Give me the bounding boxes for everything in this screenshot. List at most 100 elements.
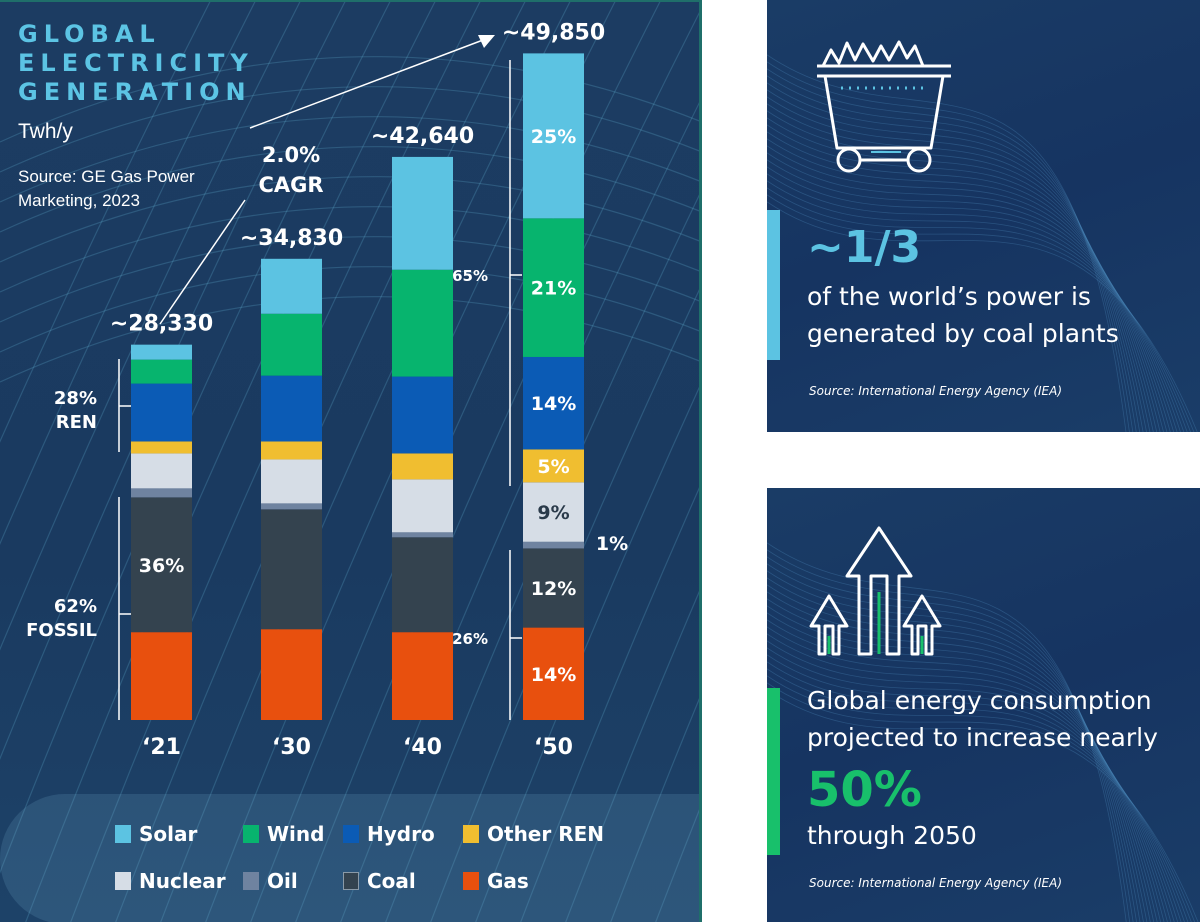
background-mesh bbox=[767, 54, 1198, 432]
x-tick-label: ‘30 bbox=[272, 735, 311, 760]
mesh-line bbox=[767, 577, 1144, 922]
bar-total-label: ~28,330 bbox=[110, 312, 213, 337]
x-tick-label: ‘21 bbox=[142, 735, 181, 760]
legend-item-coal: Coal bbox=[343, 869, 416, 893]
coal-stat-card: ~1/3 of the world’s power is generated b… bbox=[767, 0, 1200, 432]
bar-segment-gas bbox=[261, 629, 322, 720]
bar-segment-coal bbox=[523, 548, 584, 628]
bar-total-label: ~49,850 bbox=[502, 20, 605, 45]
segment-label: 36% bbox=[139, 555, 184, 577]
mesh-line bbox=[767, 159, 1178, 432]
legend-label: Solar bbox=[139, 822, 198, 846]
mesh-line bbox=[767, 668, 1189, 922]
growth-source: Source: International Energy Agency (IEA… bbox=[809, 876, 1063, 890]
stacked-bar-chart: ~28,330 ‘21 ~34,830 ‘30 ~42,640 ‘40 ~49,850 ‘50… bbox=[26, 20, 628, 760]
mesh-line bbox=[0, 146, 699, 233]
bar-segment-coal bbox=[392, 537, 453, 633]
bar-segment-wind bbox=[261, 313, 322, 376]
mesh-line bbox=[160, 2, 571, 922]
mesh-line bbox=[767, 675, 1192, 922]
legend-label: Gas bbox=[487, 869, 529, 893]
mesh-line bbox=[767, 187, 1191, 432]
mesh-line bbox=[767, 556, 1134, 922]
title-line: GLOBAL bbox=[18, 20, 161, 48]
mesh-line bbox=[0, 2, 346, 761]
bar-segment-wind bbox=[523, 218, 584, 357]
mesh-line bbox=[767, 549, 1131, 922]
mesh-line bbox=[767, 110, 1154, 432]
bar-segment-other-ren bbox=[261, 441, 322, 460]
bar-segment-other-ren bbox=[523, 449, 584, 483]
growth-stat: 50% bbox=[807, 762, 922, 818]
cagr-arrowhead-icon bbox=[478, 35, 495, 48]
mesh-line bbox=[767, 689, 1199, 922]
segment-label: 9% bbox=[537, 502, 569, 524]
accent-bar bbox=[767, 210, 780, 360]
coal-stat: ~1/3 bbox=[807, 222, 922, 273]
legend-item-oil: Oil bbox=[243, 869, 298, 893]
bar-segment-nuclear bbox=[261, 459, 322, 504]
bar-segment-nuclear bbox=[392, 479, 453, 533]
bar-segment-hydro bbox=[261, 375, 322, 442]
legend-swatch bbox=[463, 872, 479, 890]
legend-label: Other REN bbox=[487, 822, 604, 846]
bar-segment-wind bbox=[131, 359, 192, 384]
legend-swatch bbox=[115, 825, 131, 843]
coal-source: Source: International Energy Agency (IEA… bbox=[809, 384, 1063, 398]
bar-segment-gas bbox=[523, 627, 584, 720]
mesh-line bbox=[0, 86, 699, 173]
bar-segment-hydro bbox=[131, 383, 192, 442]
bar-segment-gas bbox=[131, 632, 192, 720]
mesh-line bbox=[767, 640, 1175, 922]
bar-segment-nuclear bbox=[523, 482, 584, 542]
cagr-label: CAGR bbox=[258, 173, 323, 197]
bar-segment-hydro bbox=[392, 376, 453, 454]
legend-swatch bbox=[243, 872, 259, 890]
mesh-line bbox=[767, 591, 1151, 922]
background-mesh bbox=[0, 2, 702, 922]
cagr-arrow-line bbox=[159, 199, 246, 325]
mesh-line bbox=[767, 54, 1127, 432]
mesh-line bbox=[475, 386, 699, 922]
mesh-line bbox=[700, 2, 702, 922]
mesh-line bbox=[767, 180, 1188, 432]
mesh-line bbox=[767, 82, 1141, 432]
bar-segment-coal bbox=[131, 497, 192, 633]
mesh-line bbox=[767, 647, 1179, 922]
mesh-line bbox=[767, 570, 1141, 922]
mesh-line bbox=[565, 590, 699, 922]
x-tick-label: ‘40 bbox=[403, 735, 442, 760]
mesh-line bbox=[767, 89, 1144, 432]
bracket-pct: 28% bbox=[54, 388, 97, 409]
bar-segment-oil bbox=[131, 488, 192, 498]
mesh-line bbox=[767, 75, 1137, 432]
bar-segment-hydro bbox=[523, 356, 584, 450]
cagr-value: 2.0% bbox=[262, 143, 320, 167]
mesh-line bbox=[767, 124, 1161, 432]
coal-text-line: of the world’s power is bbox=[807, 282, 1091, 311]
bracket-pct: 65% bbox=[452, 267, 488, 285]
legend-swatch bbox=[243, 825, 259, 843]
mesh-line bbox=[767, 152, 1174, 432]
legend-label: Nuclear bbox=[139, 869, 226, 893]
mesh-line bbox=[0, 2, 301, 651]
bar-segment-solar bbox=[131, 344, 192, 360]
mesh-line bbox=[0, 2, 211, 443]
mesh-line bbox=[0, 236, 699, 323]
legend-swatch bbox=[343, 825, 359, 843]
source-note: Source: GE Gas Power Marketing, 2023 bbox=[18, 167, 195, 210]
mesh-line bbox=[0, 116, 699, 203]
mesh-line bbox=[767, 138, 1168, 432]
mesh-line bbox=[767, 68, 1134, 432]
mesh-line bbox=[767, 166, 1181, 432]
legend-label: Coal bbox=[367, 869, 416, 893]
growth-stat-card: Global energy consumption projected to i… bbox=[767, 488, 1200, 922]
growth-text-line: through 2050 bbox=[807, 821, 977, 850]
legend: Solar Wind Hydro Other REN Nuclear Oil Coal Gas bbox=[0, 794, 699, 922]
legend-item-solar: Solar bbox=[115, 822, 197, 846]
mesh-line bbox=[767, 173, 1185, 432]
title-line: GENERATION bbox=[18, 78, 252, 106]
bar-segment-oil bbox=[523, 541, 584, 549]
bracket-pct: 26% bbox=[452, 630, 488, 648]
bar-segment-nuclear bbox=[131, 453, 192, 489]
